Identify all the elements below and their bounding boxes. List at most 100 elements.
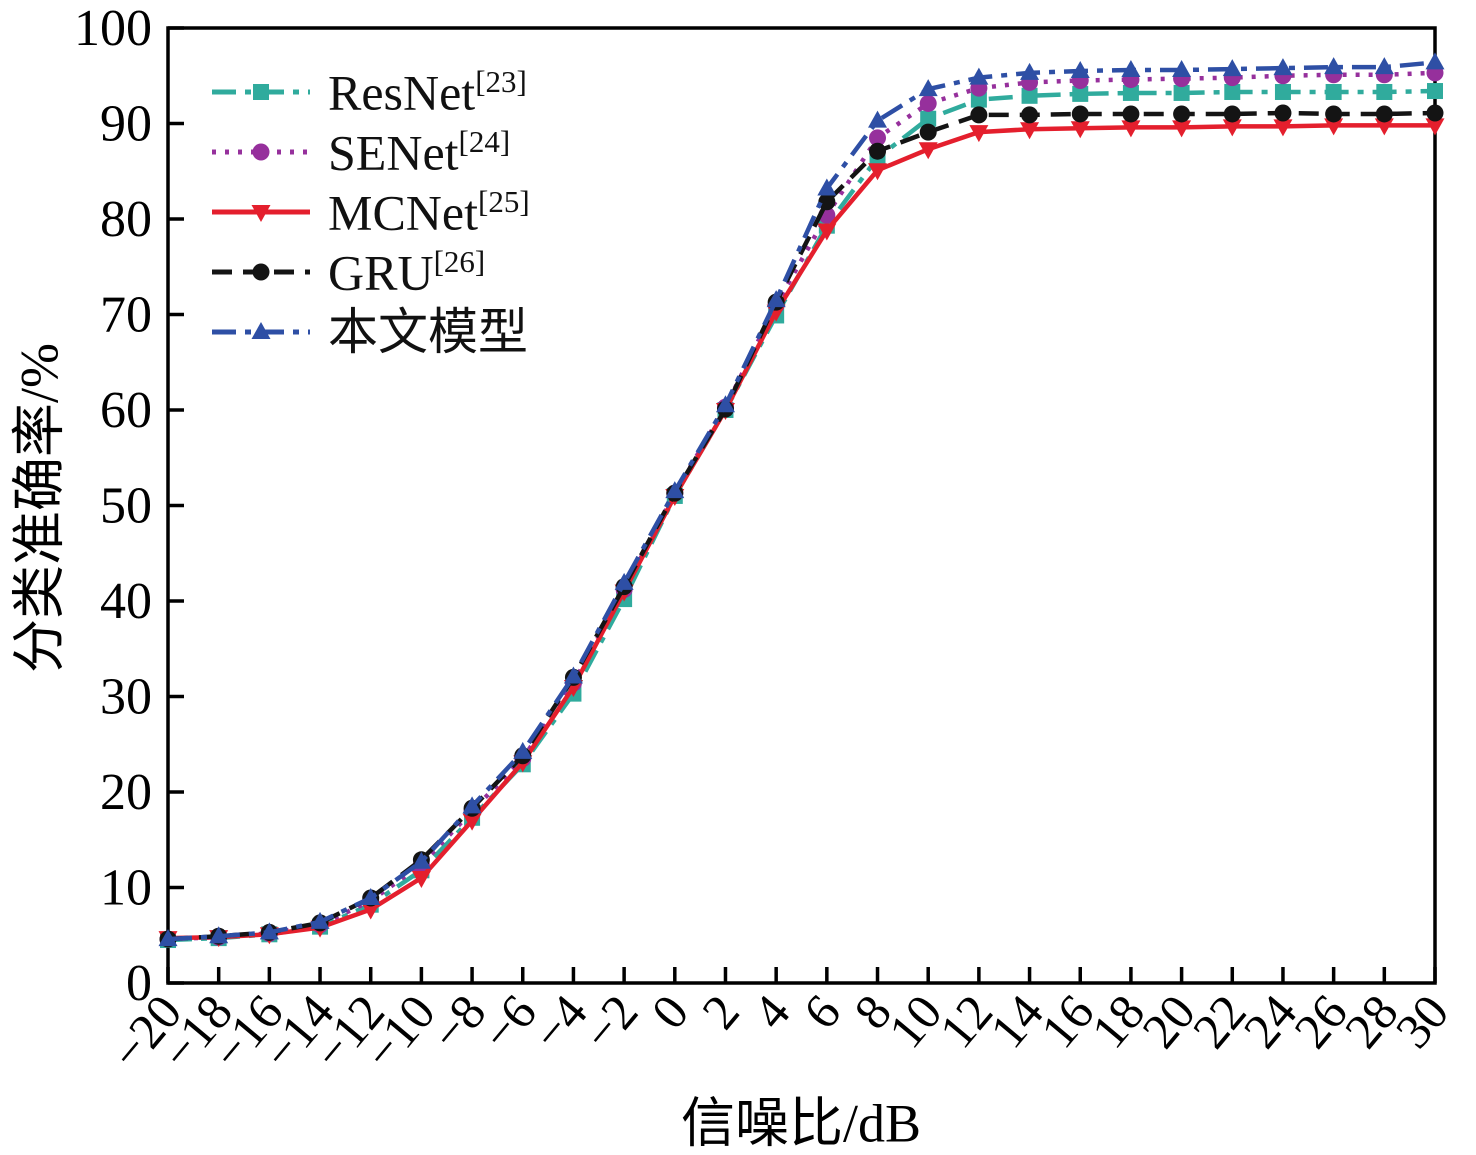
series-marker-MCNet [1374, 118, 1394, 136]
x-tick-label: 6 [792, 984, 851, 1039]
series-marker-本文模型 [1222, 59, 1242, 77]
series-marker-本文模型 [766, 290, 786, 308]
series-marker-本文模型 [614, 572, 634, 590]
series-marker-SENet [869, 129, 887, 147]
y-tick-label: 0 [126, 955, 152, 1012]
series-marker-本文模型 [1121, 60, 1141, 78]
series-marker-本文模型 [1020, 62, 1040, 80]
series-marker-本文模型 [259, 922, 279, 940]
circle-icon [252, 143, 270, 161]
y-tick-label: 80 [100, 191, 152, 248]
x-axis-title: 信噪比/dB [680, 1093, 922, 1154]
legend-sample-GRU-icon [212, 263, 310, 281]
series-marker-ResNet [1072, 85, 1089, 102]
series-marker-本文模型 [1425, 52, 1445, 70]
series-marker-本文模型 [513, 741, 533, 759]
x-tick-label: −2 [571, 984, 648, 1061]
series-marker-GRU [869, 142, 887, 160]
x-tick-label: 30 [1384, 984, 1459, 1058]
legend-item-GRU: GRU[26] [210, 242, 530, 302]
series-marker-GRU [1274, 104, 1292, 122]
series-marker-GRU [1375, 105, 1393, 123]
series-marker-本文模型 [1172, 60, 1192, 78]
series-line-SENet [167, 70, 1436, 942]
series-marker-GRU [1223, 105, 1241, 123]
y-tick-label: 20 [100, 764, 152, 821]
legend-label: GRU[26] [328, 244, 486, 301]
series-marker-MCNet [1425, 118, 1445, 136]
legend-label: MCNet[25] [328, 184, 530, 241]
y-tick-label: 40 [100, 573, 152, 630]
series-marker-ResNet [1376, 83, 1393, 100]
legend-label: ResNet[23] [328, 64, 527, 121]
series-marker-本文模型 [665, 481, 685, 499]
y-tick-label: 30 [100, 669, 152, 726]
series-marker-GRU [1426, 104, 1444, 122]
series-marker-GRU [970, 106, 988, 124]
series-marker-本文模型 [361, 888, 381, 906]
series-marker-ResNet [1173, 84, 1190, 101]
series-marker-ResNet [920, 110, 937, 127]
series-marker-本文模型 [969, 67, 989, 85]
legend-sample-SENet-icon [212, 143, 310, 161]
series-marker-ResNet [1274, 83, 1291, 100]
series-marker-本文模型 [1070, 60, 1090, 78]
legend-label: SENet[24] [328, 124, 511, 181]
series-marker-MCNet [1020, 122, 1040, 140]
legend-ref: [25] [478, 184, 530, 220]
series-marker-SENet [919, 94, 937, 112]
series-marker-GRU [818, 193, 836, 211]
legend-item-ResNet: ResNet[23] [210, 62, 530, 122]
series-marker-MCNet [1324, 118, 1344, 136]
series-marker-MCNet [868, 163, 888, 181]
series-marker-GRU [1325, 105, 1343, 123]
series-marker-ResNet [1122, 84, 1139, 101]
triangle-up-icon [251, 322, 271, 339]
series-marker-GRU [1173, 105, 1191, 123]
x-tick-label: 4 [742, 984, 801, 1039]
series-marker-MCNet [1070, 121, 1090, 139]
legend-ref: [23] [475, 64, 527, 100]
legend: ResNet[23] SENet[24] MCNet[25] GRU[26] 本文模型 [210, 62, 530, 362]
series-marker-本文模型 [817, 178, 837, 196]
series-line-本文模型 [167, 60, 1436, 942]
series-marker-ResNet [1224, 83, 1241, 100]
series-marker-本文模型 [310, 911, 330, 929]
series-marker-本文模型 [715, 395, 735, 413]
legend-item-本文模型: 本文模型 [210, 302, 530, 362]
legend-sample-ResNet-icon [212, 84, 310, 100]
series-marker-MCNet [462, 813, 482, 831]
circle-icon [252, 263, 270, 281]
y-tick-label: 50 [100, 478, 152, 535]
series-marker-本文模型 [563, 666, 583, 684]
series-marker-本文模型 [1324, 57, 1344, 75]
series-marker-本文模型 [918, 79, 938, 97]
series-marker-本文模型 [158, 929, 178, 947]
series-marker-本文模型 [411, 851, 431, 869]
series-marker-本文模型 [462, 796, 482, 814]
series-marker-ResNet [1325, 83, 1342, 100]
y-tick-label: 10 [100, 860, 152, 917]
legend-item-SENet: SENet[24] [210, 122, 530, 182]
y-tick-label: 60 [100, 382, 152, 439]
series-marker-本文模型 [209, 926, 229, 944]
series-marker-本文模型 [1273, 58, 1293, 76]
series-marker-GRU [919, 123, 937, 141]
series-marker-MCNet [361, 902, 381, 920]
triangle-down-icon [251, 205, 271, 222]
series-marker-MCNet [817, 223, 837, 241]
series-marker-MCNet [1222, 119, 1242, 137]
y-axis-title: 分类准确率/% [9, 343, 70, 673]
series-marker-MCNet [411, 870, 431, 888]
series-marker-ResNet [1021, 87, 1038, 104]
y-tick-label: 70 [100, 287, 152, 344]
legend-sample-本文模型-icon [212, 322, 310, 339]
series-marker-MCNet [1273, 119, 1293, 137]
legend-ref: [26] [433, 244, 486, 280]
y-tick-label: 100 [74, 0, 152, 57]
x-tick-label: 2 [691, 984, 750, 1039]
series-marker-本文模型 [868, 110, 888, 128]
legend-sample-MCNet-icon [212, 205, 310, 222]
x-tick-label: 0 [640, 984, 699, 1039]
